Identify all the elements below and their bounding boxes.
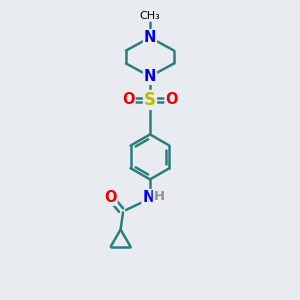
Text: N: N	[144, 69, 156, 84]
Text: CH₃: CH₃	[140, 11, 160, 21]
Text: H: H	[153, 190, 165, 203]
Text: O: O	[122, 92, 135, 107]
Text: N: N	[142, 190, 155, 205]
Text: S: S	[144, 91, 156, 109]
Text: N: N	[144, 30, 156, 45]
Text: O: O	[165, 92, 178, 107]
Text: O: O	[104, 190, 117, 205]
